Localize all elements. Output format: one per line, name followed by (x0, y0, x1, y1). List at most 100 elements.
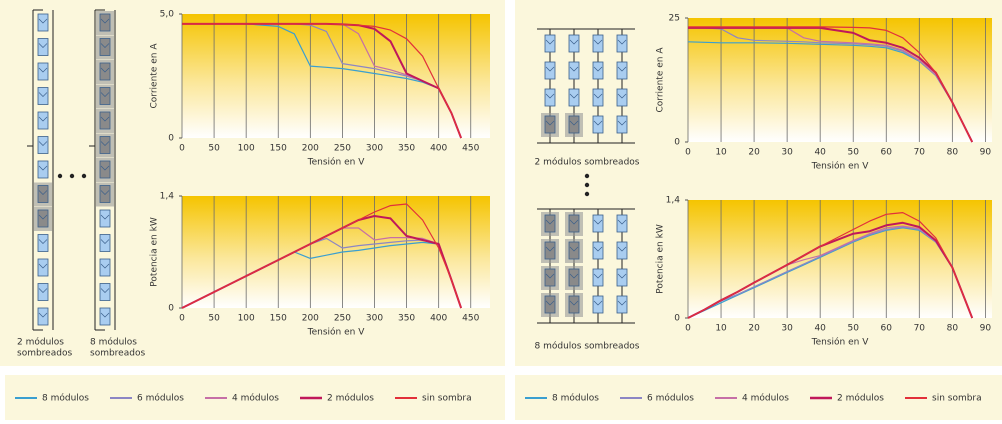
x-tick-label: 450 (462, 144, 479, 154)
x-tick-label: 200 (302, 314, 319, 324)
x-tick-label: 50 (208, 144, 220, 154)
module (592, 88, 604, 107)
x-tick-label: 0 (179, 144, 185, 154)
module (568, 241, 580, 260)
module-mark (617, 273, 627, 279)
module-mark (38, 43, 48, 48)
module-mark (617, 300, 627, 306)
series-line (181, 203, 462, 309)
module (37, 13, 49, 32)
dot (69, 173, 75, 179)
caption: sombreados (17, 349, 72, 359)
module (99, 234, 111, 252)
module (568, 268, 580, 287)
dot (584, 191, 590, 197)
x-tick-label: 300 (366, 314, 383, 324)
module-mark (569, 300, 579, 306)
module-mark (569, 66, 579, 72)
module (37, 160, 49, 179)
dot (57, 173, 63, 179)
y-axis-label: Corriente en A (656, 47, 666, 113)
module (592, 295, 604, 314)
module-mark (100, 214, 110, 220)
module-mark (100, 312, 110, 318)
module (592, 214, 604, 233)
x-tick-label: 50 (847, 324, 859, 334)
module (568, 61, 580, 80)
x-tick-label: 20 (748, 324, 760, 334)
x-tick-label: 300 (366, 144, 383, 154)
legend-label: 4 módulos (232, 393, 279, 404)
x-tick-label: 70 (914, 148, 926, 158)
module-mark (617, 39, 627, 45)
module-mark (593, 273, 603, 279)
module-mark (100, 190, 110, 195)
module (616, 295, 628, 314)
module-mark (38, 263, 48, 269)
legend-label: 2 módulos (837, 393, 884, 404)
legend-label: 4 módulos (742, 393, 789, 404)
module-mark (569, 93, 579, 99)
x-tick-label: 90 (980, 148, 992, 158)
dot (81, 173, 87, 179)
module (616, 34, 628, 53)
caption: 8 módulos sombreados (535, 341, 640, 352)
plot-area (688, 18, 992, 142)
module (568, 214, 580, 233)
brace (27, 9, 43, 331)
module (592, 115, 604, 134)
module-mark (545, 246, 555, 252)
module-mark (569, 219, 579, 225)
x-tick-label: 60 (881, 324, 893, 334)
module (544, 115, 556, 134)
x-tick-label: 80 (947, 148, 959, 158)
module-mark (545, 93, 555, 99)
y-axis-label: Potencia en kW (656, 224, 666, 294)
module (37, 111, 49, 130)
plot-area (688, 200, 992, 318)
module (544, 268, 556, 287)
x-tick-label: 80 (947, 324, 959, 334)
module-mark (38, 67, 48, 73)
x-tick-label: 70 (914, 324, 926, 334)
legend-label: sin sombra (932, 394, 982, 404)
x-axis-label: Tensión en V (307, 327, 366, 338)
x-tick-label: 150 (270, 314, 287, 324)
module (616, 88, 628, 107)
module (99, 160, 111, 179)
module-mark (38, 92, 48, 97)
module-mark (545, 273, 555, 279)
module-mark (593, 219, 603, 225)
series-line (687, 212, 973, 319)
x-tick-label: 400 (430, 314, 447, 324)
module (616, 115, 628, 134)
module-mark (100, 67, 110, 73)
module-mark (617, 66, 627, 72)
wire (537, 28, 635, 144)
x-tick-label: 450 (462, 314, 479, 324)
legend-label: 2 módulos (327, 393, 374, 404)
module-mark (569, 120, 579, 126)
module (37, 307, 49, 326)
module (544, 34, 556, 53)
module-mark (38, 18, 48, 24)
x-tick-label: 60 (881, 148, 893, 158)
x-tick-label: 0 (685, 148, 691, 158)
module-mark (593, 300, 603, 306)
module (544, 61, 556, 80)
legend-label: 8 módulos (42, 393, 89, 404)
module (99, 62, 111, 81)
module (616, 241, 628, 260)
module-mark (617, 246, 627, 252)
module-mark (38, 141, 48, 146)
module (592, 268, 604, 287)
module (616, 214, 628, 233)
x-tick-label: 0 (179, 314, 185, 324)
module (544, 295, 556, 314)
module (37, 209, 49, 228)
module (37, 185, 49, 203)
module-mark (100, 18, 110, 24)
module (99, 258, 111, 277)
module-mark (100, 263, 110, 269)
legend-label: 6 módulos (137, 393, 184, 404)
